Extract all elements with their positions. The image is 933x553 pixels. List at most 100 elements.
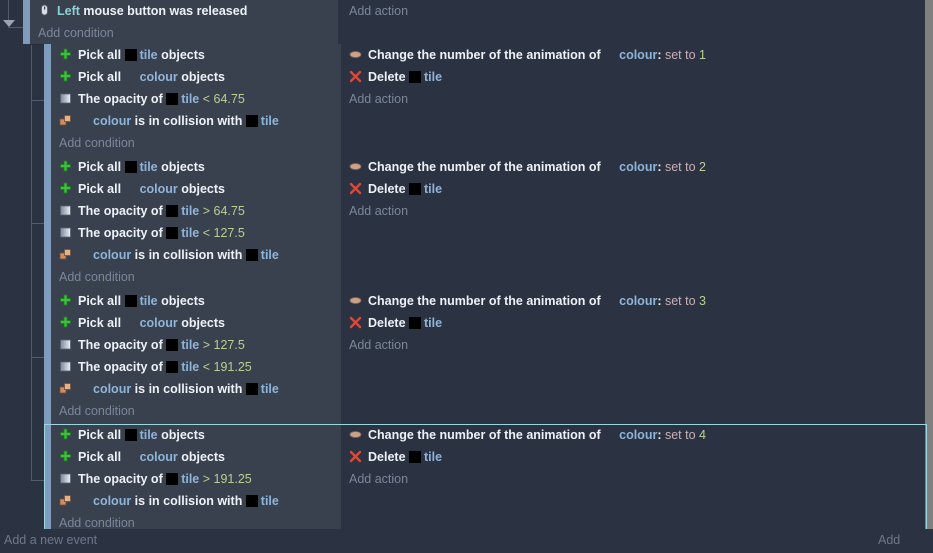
vertical-scrollbar-track[interactable] — [924, 0, 933, 553]
action-row[interactable]: Delete tile — [341, 446, 925, 468]
condition-row[interactable]: colour is in collision with tile — [51, 490, 348, 512]
event-tree-gutter — [0, 0, 44, 553]
delete-icon — [349, 70, 364, 83]
condition-row[interactable]: Pick all colour objects — [51, 446, 348, 468]
actions-panel: Change the number of the animation of co… — [341, 44, 925, 156]
actions-panel: Add action — [341, 0, 925, 44]
token-plain: objects — [157, 48, 205, 62]
pick-plus-icon — [59, 428, 74, 441]
token-obj: tile — [424, 70, 443, 84]
pick-plus-icon — [59, 316, 74, 329]
add-action-link[interactable]: Add action — [349, 204, 409, 218]
token-plain: objects — [177, 70, 226, 84]
collapse-triangle-icon[interactable] — [3, 20, 15, 27]
condition-row[interactable]: The opacity of tile > 191.25 — [51, 468, 348, 490]
token-plain: Pick all — [78, 450, 125, 464]
token-obj: colour — [139, 182, 178, 196]
condition-row[interactable]: colour is in collision with tile — [51, 244, 348, 266]
condition-row[interactable]: Pick all colour objects — [51, 312, 348, 334]
token-setto: set to — [661, 428, 700, 442]
token-obj: tile — [260, 382, 279, 396]
object-thumbnail-blank-icon — [78, 383, 90, 395]
condition-row[interactable]: colour is in collision with tile — [51, 110, 348, 132]
action-row[interactable]: Delete tile — [341, 312, 925, 334]
tree-line — [31, 44, 32, 480]
object-thumbnail-blank-icon — [78, 495, 90, 507]
token-cmp: > — [199, 204, 214, 218]
object-thumbnail-blank-icon — [125, 183, 137, 195]
token-num: 2 — [699, 160, 706, 174]
mouse-icon — [38, 4, 53, 17]
add-condition-link[interactable]: Add condition — [38, 26, 114, 40]
condition-row[interactable]: Pick all colour objects — [51, 178, 348, 200]
token-plain: The opacity of — [78, 92, 167, 106]
token-plain: Delete — [368, 70, 409, 84]
tree-line — [31, 100, 44, 101]
object-thumbnail-blank-icon — [604, 429, 616, 441]
conditions-panel: Pick all tile objects Pick all colour obj… — [51, 44, 348, 157]
token-num: 4 — [699, 428, 706, 442]
conditions-panel: Pick all tile objects Pick all colour obj… — [51, 156, 348, 291]
token-obj: colour — [619, 428, 658, 442]
condition-row[interactable]: The opacity of tile < 64.75 — [51, 88, 348, 110]
token-obj: tile — [181, 338, 200, 352]
token-obj: tile — [181, 204, 200, 218]
token-obj: tile — [181, 472, 200, 486]
token-plain: Delete — [368, 450, 409, 464]
action-row[interactable]: Delete tile — [341, 178, 925, 200]
actions-panel: Change the number of the animation of co… — [341, 156, 925, 290]
action-row[interactable]: Change the number of the animation of co… — [341, 44, 925, 66]
token-plain: : — [657, 48, 662, 62]
token-obj: tile — [260, 248, 279, 262]
token-plain: objects — [177, 450, 226, 464]
add-action-link[interactable]: Add action — [349, 92, 409, 106]
token-obj: colour — [93, 248, 132, 262]
token-cmp: > — [199, 338, 214, 352]
condition-row[interactable]: Pick all tile objects — [51, 44, 348, 66]
actions-panel: Change the number of the animation of co… — [341, 424, 925, 536]
add-action-link[interactable]: Add action — [349, 472, 409, 486]
add-condition-link[interactable]: Add condition — [59, 404, 135, 418]
condition-row[interactable]: The opacity of tile < 191.25 — [51, 356, 348, 378]
add-new-event-link[interactable]: Add a new event — [4, 533, 98, 547]
condition-row[interactable]: The opacity of tile > 64.75 — [51, 200, 348, 222]
condition-row[interactable]: The opacity of tile > 127.5 — [51, 334, 348, 356]
trigger-condition-row[interactable]: Left mouse button was released — [30, 0, 338, 22]
tree-line — [8, 0, 9, 20]
object-thumbnail-blank-icon — [125, 451, 137, 463]
object-thumbnail-icon — [245, 495, 258, 507]
condition-row[interactable]: Pick all tile objects — [51, 290, 348, 312]
object-thumbnail-blank-icon — [604, 161, 616, 173]
token-cmp: > — [199, 472, 214, 486]
condition-row[interactable]: Pick all colour objects — [51, 66, 348, 88]
add-condition-link[interactable]: Add condition — [59, 270, 135, 284]
object-thumbnail-icon — [166, 205, 179, 217]
token-plain: : — [657, 160, 662, 174]
action-row[interactable]: Change the number of the animation of co… — [341, 156, 925, 178]
add-action-link[interactable]: Add action — [349, 338, 409, 352]
action-row[interactable]: Change the number of the animation of co… — [341, 290, 925, 312]
event-spine — [23, 0, 30, 44]
token-plain: Delete — [368, 182, 409, 196]
condition-row[interactable]: Pick all tile objects — [51, 156, 348, 178]
action-row[interactable]: Delete tile — [341, 66, 925, 88]
animation-icon — [349, 160, 364, 173]
add-condition-link[interactable]: Add condition — [59, 136, 135, 150]
token-plain: is in collision with — [131, 248, 246, 262]
object-thumbnail-blank-icon — [125, 317, 137, 329]
add-condition-link[interactable]: Add condition — [59, 516, 135, 530]
token-cmp: < — [199, 226, 214, 240]
add-action-link[interactable]: Add action — [349, 4, 409, 18]
opacity-icon — [59, 472, 74, 485]
vertical-scrollbar-thumb[interactable] — [924, 0, 933, 553]
tree-line — [31, 357, 44, 358]
token-cmp: < — [199, 92, 214, 106]
condition-row[interactable]: colour is in collision with tile — [51, 378, 348, 400]
action-row[interactable]: Change the number of the animation of co… — [341, 424, 925, 446]
event-spine — [44, 156, 51, 290]
condition-row[interactable]: The opacity of tile < 127.5 — [51, 222, 348, 244]
token-plain: Change the number of the animation of — [368, 160, 605, 174]
add-new-action-link[interactable]: Add — [878, 533, 901, 547]
token-plain: : — [657, 294, 662, 308]
condition-row[interactable]: Pick all tile objects — [51, 424, 348, 446]
